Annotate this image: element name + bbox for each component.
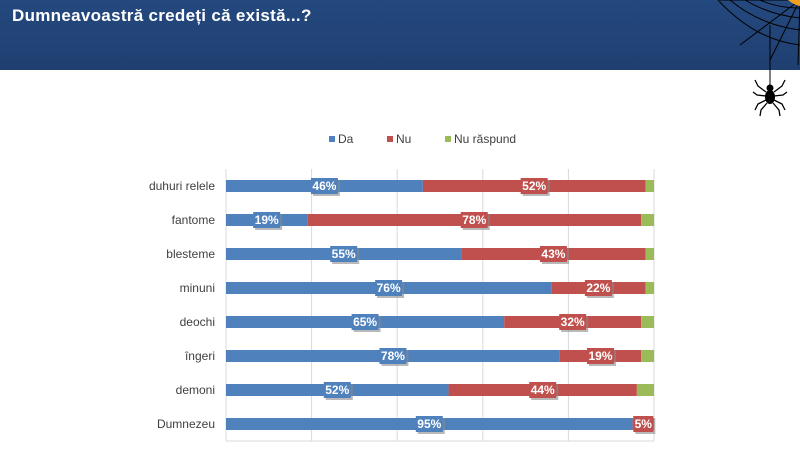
data-label-box bbox=[520, 178, 548, 194]
data-label-da: 52% bbox=[325, 383, 349, 397]
gridlines bbox=[225, 169, 655, 441]
data-label-da: 55% bbox=[332, 247, 356, 261]
data-label-nu: 52% bbox=[522, 179, 546, 193]
data-label-da: 76% bbox=[377, 281, 401, 295]
category-label: minuni bbox=[180, 281, 215, 295]
data-label-box bbox=[539, 246, 567, 262]
bar-segment-2 bbox=[636, 384, 654, 396]
data-label-box bbox=[415, 416, 443, 432]
bar-segment-2 bbox=[645, 180, 654, 192]
data-label-box bbox=[310, 178, 338, 194]
data-label-box bbox=[633, 416, 654, 432]
bar-row: Dumnezeu 95% 5% bbox=[157, 416, 656, 434]
bar-segment-2 bbox=[645, 248, 654, 260]
bar-row: demoni 52% 44% bbox=[176, 382, 654, 400]
data-label-box bbox=[253, 212, 281, 228]
bar-row: blesteme 55% 43% bbox=[166, 246, 654, 264]
data-label-da: 19% bbox=[255, 213, 279, 227]
data-label-nu: 32% bbox=[561, 315, 585, 329]
data-label-box bbox=[351, 314, 379, 330]
data-label-nu: 78% bbox=[462, 213, 486, 227]
category-label: demoni bbox=[176, 383, 215, 397]
category-label: îngeri bbox=[184, 349, 215, 363]
data-label-box bbox=[559, 314, 587, 330]
data-label-box bbox=[587, 348, 614, 364]
bar-segment-2 bbox=[641, 316, 654, 328]
bar-row: minuni 76% 22% bbox=[180, 280, 654, 298]
data-label-box bbox=[529, 382, 557, 398]
data-label-da: 46% bbox=[312, 179, 336, 193]
legend-swatch-1 bbox=[387, 136, 393, 142]
data-label-da: 78% bbox=[381, 349, 405, 363]
category-label: blesteme bbox=[166, 247, 215, 261]
legend-label-1: Nu bbox=[396, 132, 411, 146]
spider-web-icon bbox=[717, 0, 800, 117]
data-label-nu: 43% bbox=[541, 247, 565, 261]
data-label-nu: 19% bbox=[588, 349, 612, 363]
page-title: Dumneavoastră credeți că există...? bbox=[12, 6, 312, 25]
category-label: fantome bbox=[172, 213, 216, 227]
category-label: deochi bbox=[180, 315, 215, 329]
data-label-box bbox=[375, 280, 403, 296]
data-label-nu: 22% bbox=[586, 281, 610, 295]
category-label: Dumnezeu bbox=[157, 417, 215, 431]
spider-icon bbox=[752, 79, 788, 117]
bar-row: duhuri relele 46% 52% bbox=[149, 178, 654, 196]
data-label-nu: 44% bbox=[531, 383, 555, 397]
data-label-box bbox=[379, 348, 407, 364]
data-label-box bbox=[460, 212, 488, 228]
data-label-da: 95% bbox=[417, 417, 441, 431]
bar-row: fantome 19% 78% bbox=[172, 212, 654, 230]
legend-label-2: Nu răspund bbox=[454, 132, 516, 146]
bar-segment-2 bbox=[641, 214, 654, 226]
legend-label-0: Da bbox=[338, 132, 354, 146]
legend-swatch-0 bbox=[329, 136, 335, 142]
data-label-box bbox=[584, 280, 612, 296]
header-banner: Dumneavoastră credeți că există...? bbox=[0, 0, 800, 70]
bar-segment-2 bbox=[645, 282, 654, 294]
data-label-box bbox=[323, 382, 351, 398]
data-label-box bbox=[330, 246, 358, 262]
bar-row: îngeri 78% 19% bbox=[184, 348, 654, 366]
data-label-da: 65% bbox=[353, 315, 377, 329]
category-label: duhuri relele bbox=[149, 179, 215, 193]
legend: Da Nu Nu răspund bbox=[329, 132, 516, 146]
bar-segment-2 bbox=[641, 350, 654, 362]
legend-swatch-2 bbox=[445, 136, 451, 142]
data-label-nu: 5% bbox=[635, 417, 653, 431]
bar-row: deochi 65% 32% bbox=[180, 314, 654, 332]
